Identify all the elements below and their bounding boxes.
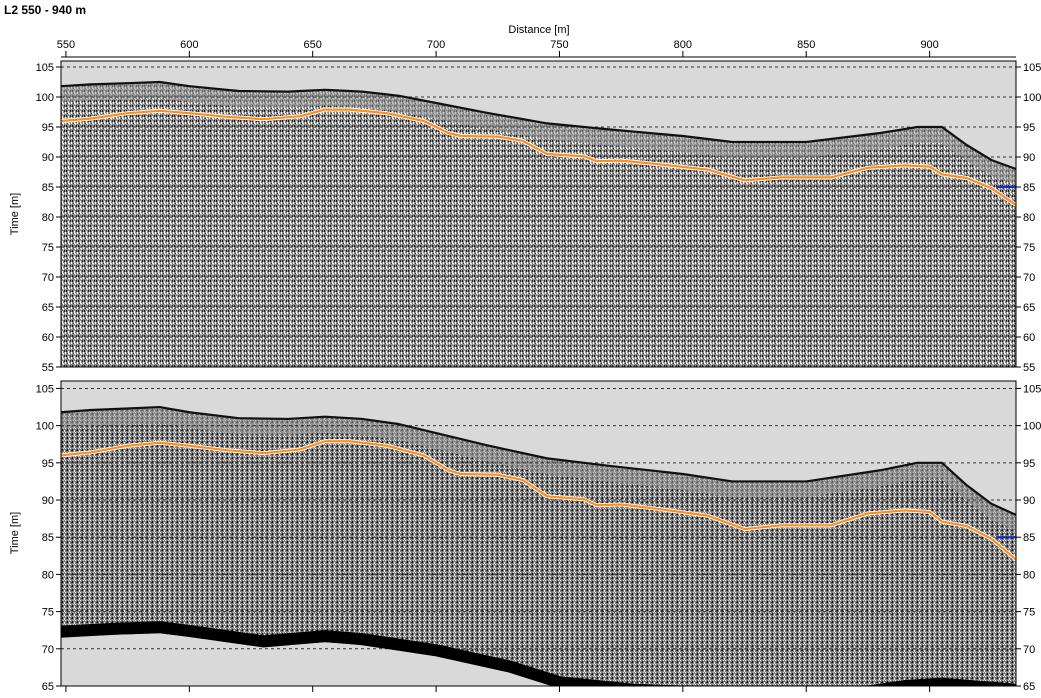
y-tick-label-right: 95 [1023, 458, 1035, 470]
y-tick-label-left: 85 [42, 532, 54, 544]
plot-area [61, 381, 1016, 686]
y-tick-label-right: 75 [1023, 607, 1035, 619]
y-tick-label-left: 60 [42, 332, 54, 344]
y-tick-label-left: 105 [36, 62, 54, 74]
lower-bound-band [61, 621, 1016, 686]
y-tick-label-right: 80 [1023, 569, 1035, 581]
y-axis-title-bottom: Time [m] [9, 512, 21, 554]
y-tick-label-left: 90 [42, 495, 54, 507]
y-tick-label-right: 65 [1023, 302, 1035, 314]
top-x-axis: 550 600 650 700 750 800 850 900 [57, 39, 1016, 58]
y-tick-label-right: 55 [1023, 362, 1035, 374]
y-tick-label-right: 65 [1023, 681, 1035, 693]
x-tick-label: 550 [57, 39, 75, 51]
y-tick-label-left: 95 [42, 458, 54, 470]
x-tick-label: 750 [550, 39, 568, 51]
y-tick-label-right: 85 [1023, 532, 1035, 544]
y-tick-label-left: 95 [42, 122, 54, 134]
y-tick-label-left: 75 [42, 607, 54, 619]
y-tick-label-left: 65 [42, 302, 54, 314]
y-tick-label-right: 70 [1023, 272, 1035, 284]
plot-frame [60, 380, 1017, 687]
plot-area [61, 61, 1016, 367]
plot-frame [60, 60, 1017, 368]
x-axis-title: Distance [m] [508, 24, 569, 36]
orange-horizon-line [61, 108, 1016, 206]
y-tick-label-left: 80 [42, 212, 54, 224]
y-tick-label-left: 105 [36, 383, 54, 395]
y-tick-label-right: 90 [1023, 495, 1035, 507]
y-tick-label-right: 105 [1023, 383, 1041, 395]
x-tick-label: 650 [304, 39, 322, 51]
y-tick-label-right: 80 [1023, 212, 1035, 224]
y-tick-label-right: 100 [1023, 421, 1041, 433]
y-tick-label-right: 85 [1023, 182, 1035, 194]
x-tick-label: 900 [920, 39, 938, 51]
y-tick-label-left: 55 [42, 362, 54, 374]
y-tick-label-left: 75 [42, 242, 54, 254]
y-tick-label-right: 105 [1023, 62, 1041, 74]
bottom-radargram-panel: 105 105 100 100 95 95 90 90 85 85 80 80 75 75 70 70 65 65 [36, 380, 1041, 693]
y-tick-label-right: 100 [1023, 92, 1041, 104]
y-tick-label-right: 75 [1023, 242, 1035, 254]
orange-horizon-line [61, 440, 1016, 561]
surface-band [61, 82, 1016, 185]
y-axis-title-top: Time [m] [9, 193, 21, 235]
y-tick-label-left: 85 [42, 182, 54, 194]
y-tick-label-left: 90 [42, 152, 54, 164]
y-tick-label-left: 100 [36, 92, 54, 104]
y-tick-label-left: 65 [42, 681, 54, 693]
y-tick-label-right: 90 [1023, 152, 1035, 164]
y-tick-label-left: 70 [42, 644, 54, 656]
y-tick-label-left: 80 [42, 569, 54, 581]
x-tick-label: 850 [797, 39, 815, 51]
surface-band [61, 407, 1016, 531]
radargram-data [61, 407, 1016, 686]
x-tick-label: 600 [180, 39, 198, 51]
y-tick-label-left: 70 [42, 272, 54, 284]
y-tick-label-left: 100 [36, 421, 54, 433]
top-radargram-panel: 105 105 100 100 95 95 90 90 85 85 80 80 75 75 70 70 65 65… [36, 60, 1041, 374]
y-tick-label-right: 60 [1023, 332, 1035, 344]
surface-line [61, 405, 1016, 516]
surface-line [61, 80, 1016, 171]
y-tick-label-right: 95 [1023, 122, 1035, 134]
y-tick-label-right: 70 [1023, 644, 1035, 656]
page-title: L2 550 - 940 m [4, 3, 87, 17]
x-tick-label: 700 [427, 39, 445, 51]
bottom-x-axis [65, 686, 931, 692]
x-tick-label: 800 [674, 39, 692, 51]
